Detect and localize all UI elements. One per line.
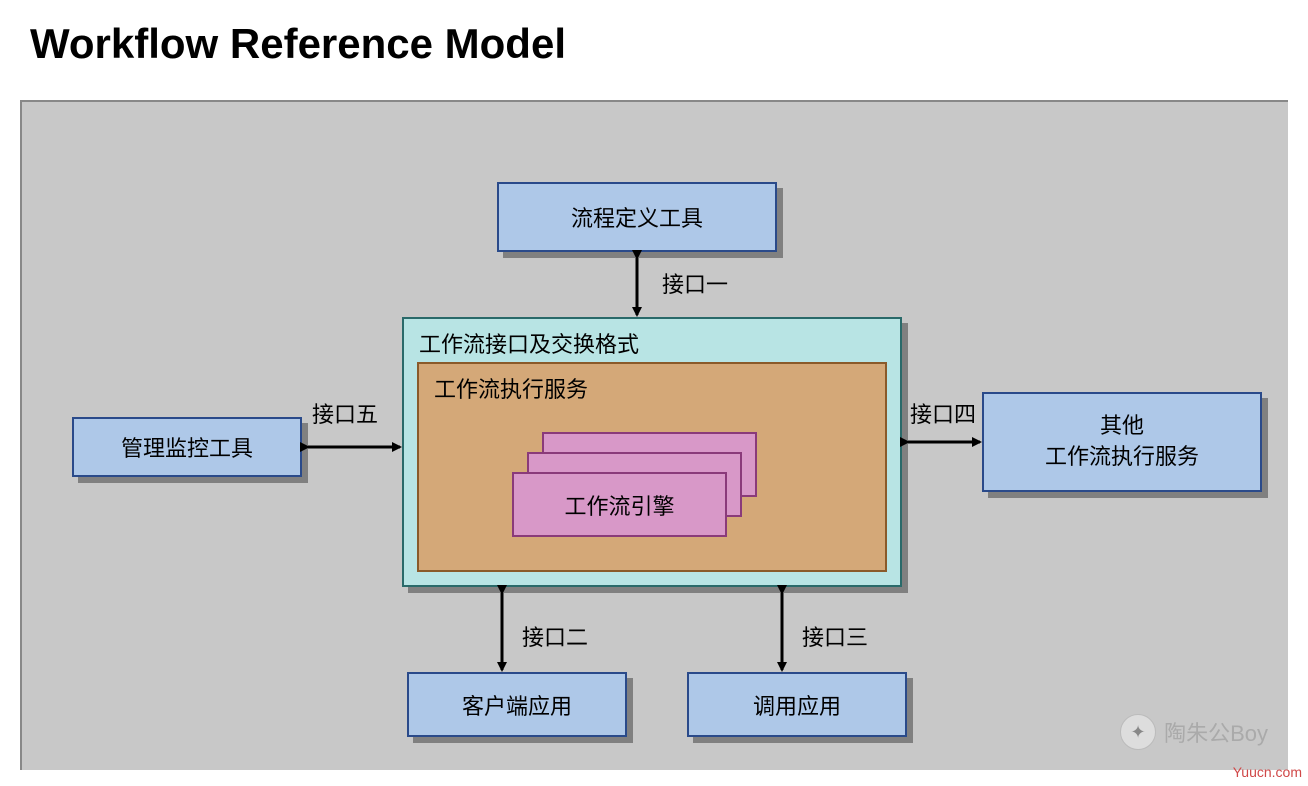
container-outer-label: 工作流接口及交换格式 xyxy=(419,327,639,359)
node-other-workflow-service: 其他 工作流执行服务 xyxy=(982,392,1262,492)
node-label: 管理监控工具 xyxy=(121,431,253,463)
node-label: 流程定义工具 xyxy=(571,201,703,233)
node-label-line1: 其他 xyxy=(1100,411,1144,442)
node-client-app: 客户端应用 xyxy=(407,672,627,737)
watermark-text: 陶朱公Boy xyxy=(1164,716,1268,748)
edge-label-1: 接口一 xyxy=(662,267,728,299)
edge-label-3: 接口三 xyxy=(802,620,868,652)
wechat-icon: ✦ xyxy=(1120,714,1156,750)
diagram-canvas: 流程定义工具 管理监控工具 其他 工作流执行服务 工作流接口及交换格式 工作流执… xyxy=(20,100,1288,770)
node-invoked-app: 调用应用 xyxy=(687,672,907,737)
node-label-line2: 工作流执行服务 xyxy=(1045,442,1199,473)
edge-label-4: 接口四 xyxy=(910,397,976,429)
page-title: Workflow Reference Model xyxy=(0,0,1308,78)
node-label: 调用应用 xyxy=(753,689,841,721)
node-label: 客户端应用 xyxy=(462,689,572,721)
site-watermark: Yuucn.com xyxy=(1233,764,1302,780)
container-inner-label: 工作流执行服务 xyxy=(434,372,588,404)
watermark: ✦ 陶朱公Boy xyxy=(1120,714,1268,750)
engine-label: 工作流引擎 xyxy=(564,489,674,521)
edge-label-5: 接口五 xyxy=(312,397,378,429)
engine-card-front: 工作流引擎 xyxy=(512,472,727,537)
edge-label-2: 接口二 xyxy=(522,620,588,652)
node-process-definition-tool: 流程定义工具 xyxy=(497,182,777,252)
node-admin-monitor-tool: 管理监控工具 xyxy=(72,417,302,477)
